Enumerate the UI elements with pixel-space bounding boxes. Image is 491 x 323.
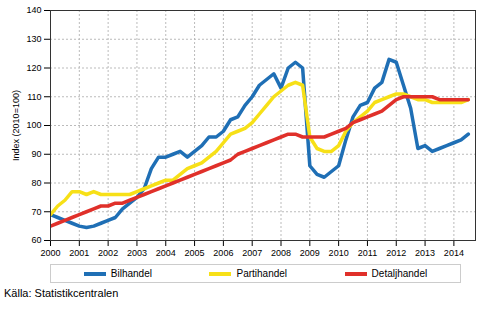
svg-text:140: 140 bbox=[26, 5, 41, 15]
svg-text:90: 90 bbox=[31, 149, 41, 159]
html-text:Bilhandel: Bilhandel bbox=[110, 268, 152, 279]
svg-text:80: 80 bbox=[31, 178, 41, 188]
svg-text:2002: 2002 bbox=[98, 248, 118, 258]
svg-text:2011: 2011 bbox=[358, 248, 377, 258]
svg-text:130: 130 bbox=[26, 34, 41, 44]
svg-text:2009: 2009 bbox=[300, 248, 320, 258]
svg-text:2012: 2012 bbox=[386, 248, 406, 258]
svg-text:2003: 2003 bbox=[127, 248, 147, 258]
svg-text:60: 60 bbox=[31, 235, 41, 245]
svg-text:120: 120 bbox=[26, 63, 41, 73]
svg-text:100: 100 bbox=[26, 120, 41, 130]
svg-text:2010: 2010 bbox=[329, 248, 349, 258]
html-text:Detaljhandel: Detaljhandel bbox=[371, 268, 428, 279]
svg-text:2001: 2001 bbox=[69, 248, 89, 258]
svg-text:70: 70 bbox=[31, 207, 41, 217]
svg-text:2007: 2007 bbox=[242, 248, 262, 258]
svg-text:2008: 2008 bbox=[271, 248, 291, 258]
svg-text:2013: 2013 bbox=[415, 248, 435, 258]
svg-text:Index (2010=100): Index (2010=100) bbox=[11, 90, 21, 161]
svg-text:2005: 2005 bbox=[185, 248, 205, 258]
svg-text:2004: 2004 bbox=[156, 248, 176, 258]
html-text:Partihandel: Partihandel bbox=[236, 268, 288, 279]
svg-text:110: 110 bbox=[27, 92, 41, 102]
svg-text:2014: 2014 bbox=[444, 248, 464, 258]
svg-text:2000: 2000 bbox=[40, 248, 60, 258]
svg-text:2006: 2006 bbox=[213, 248, 233, 258]
html-text:Källa: Statistikcentralen: Källa: Statistikcentralen bbox=[4, 287, 119, 299]
